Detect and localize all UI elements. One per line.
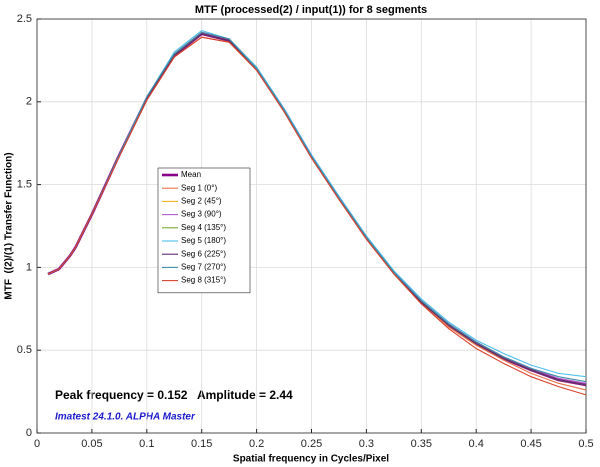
x-tick-label: 0.15 <box>191 438 212 450</box>
series-line <box>47 32 587 387</box>
annotation: Imatest 24.1.0. ALPHA Master <box>55 412 196 423</box>
y-tick-label: 0.5 <box>17 344 32 356</box>
series-line <box>47 30 587 378</box>
series-line <box>47 31 587 386</box>
legend-label: Mean <box>181 170 201 179</box>
series-line <box>47 31 587 383</box>
legend-label: Seg 2 (45°) <box>181 197 222 206</box>
legend-label: Seg 5 (180°) <box>181 236 226 245</box>
y-tick-label: 1.5 <box>17 179 32 191</box>
series-line <box>47 33 587 386</box>
x-tick-label: 0.05 <box>81 438 102 450</box>
x-tick-label: 0.4 <box>469 438 484 450</box>
series-line <box>47 36 587 391</box>
plot-area <box>36 18 587 434</box>
y-tick-label: 2 <box>26 96 32 108</box>
legend-label: Seg 3 (90°) <box>181 210 222 219</box>
series-line <box>47 36 587 396</box>
y-tick-label: 0 <box>26 427 32 439</box>
legend-label: Seg 1 (0°) <box>181 183 217 192</box>
x-tick-label: 0.45 <box>520 438 541 450</box>
x-tick-label: 0.3 <box>359 438 374 450</box>
x-axis-label: Spatial frequency in Cycles/Pixel <box>233 454 389 465</box>
y-tick-label: 2.5 <box>17 13 32 25</box>
series-line <box>47 33 587 386</box>
legend-label: Seg 8 (315°) <box>181 276 226 285</box>
legend-label: Seg 4 (135°) <box>181 223 226 232</box>
x-tick-label: 0 <box>34 438 40 450</box>
y-axis-label: MTF ((2)/(1) Transfer Function) <box>4 152 15 299</box>
x-tick-label: 0.35 <box>411 438 432 450</box>
series-line <box>47 31 587 384</box>
x-tick-label: 0.5 <box>578 438 593 450</box>
legend-label: Seg 6 (225°) <box>181 249 226 258</box>
legend-label: Seg 7 (270°) <box>181 263 226 272</box>
x-tick-label: 0.2 <box>249 438 264 450</box>
annotation: Peak frequency = 0.152 Amplitude = 2.44 <box>55 388 293 402</box>
y-tick-label: 1 <box>26 261 32 273</box>
legend: Mean Seg 1 (0°) Seg 2 (45°) Seg 3 (90°) Seg … <box>157 167 251 294</box>
x-tick-label: 0.25 <box>301 438 322 450</box>
chart-title: MTF (processed(2) / input(1)) for 8 segm… <box>195 4 427 16</box>
x-tick-label: 0.1 <box>139 438 154 450</box>
legend-box <box>157 167 251 294</box>
